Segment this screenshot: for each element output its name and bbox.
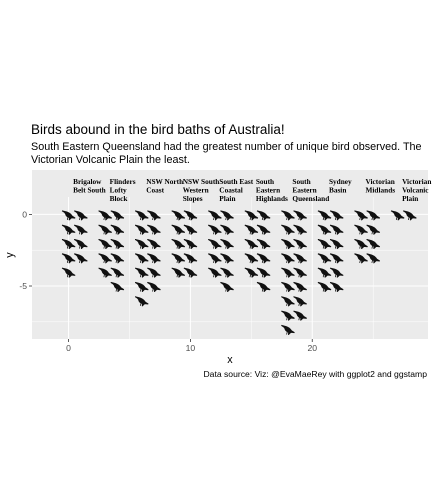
region-label: Victorian Midlands [366,177,396,195]
y-tick-label: -5 [19,281,27,291]
region-label: Flinders Lofty Block [110,177,136,203]
data-source-caption: Data source: Viz: @EvaMaeRey with ggplot… [203,369,427,379]
x-tick-label: 20 [307,343,317,353]
axis-ticks: 0 10 20 0 -5 [19,209,317,353]
chart-subtitle: South Eastern Queensland had the greates… [31,141,422,166]
region-label: South Eastern Highlands [256,177,288,203]
facet-strip [32,170,428,197]
region-label: South East Coastal Plain [219,177,253,203]
region-label: NSW North Coast [146,177,183,195]
region-label: NSW South Western Slopes [183,177,220,203]
region-label: Victorian Volcanic Plain [402,177,431,203]
y-axis-title: y [4,252,16,258]
region-label: Brigalow Belt South [73,177,106,195]
x-tick-label: 10 [186,343,196,353]
chart-title: Birds abound in the bird baths of Austra… [31,122,285,137]
region-label: South Eastern Queensland [292,177,329,203]
region-label: Sydney Basin [329,177,352,195]
x-tick-label: 0 [66,343,71,353]
y-tick-label: 0 [22,209,27,219]
x-axis-title: x [227,354,233,366]
plot-panel [32,197,428,339]
